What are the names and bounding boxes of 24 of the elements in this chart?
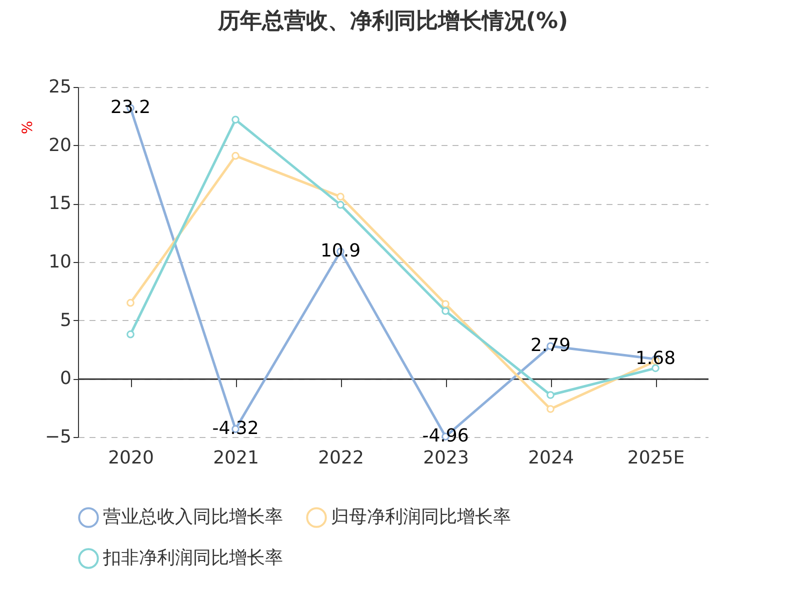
x-tick-label: 2023: [423, 448, 469, 468]
chart-title: 历年总营收、净利同比增长情况(%): [216, 9, 568, 34]
data-label: -4.32: [212, 418, 259, 440]
y-axis-title: %: [20, 120, 36, 134]
y-tick-label: −5: [44, 426, 72, 448]
y-tick-label: 15: [48, 193, 72, 214]
x-tick-label: 2025E: [627, 448, 685, 468]
data-label: 10.9: [320, 240, 361, 262]
legend-label: 扣非净利润同比增长率: [102, 548, 283, 568]
legend-label: 营业总收入同比增长率: [103, 506, 283, 528]
y-tick-label: 5: [60, 310, 72, 331]
x-tick-label: 2022: [318, 448, 364, 468]
y-tick-label: 0: [60, 368, 72, 390]
x-tick-label: 2021: [213, 448, 259, 468]
data-label: 23.2: [110, 97, 151, 118]
y-tick-label: 10: [48, 252, 72, 272]
x-tick-label: 2020: [108, 448, 154, 468]
data-label: 1.68: [635, 348, 676, 370]
y-tick-label: 20: [48, 134, 72, 156]
legend-label: 归母净利润同比增长率: [331, 506, 511, 528]
data-label: -4.96: [422, 426, 469, 447]
data-label: 2.79: [530, 335, 571, 356]
y-tick-label: 25: [48, 76, 72, 98]
x-tick-label: 2024: [528, 448, 574, 468]
